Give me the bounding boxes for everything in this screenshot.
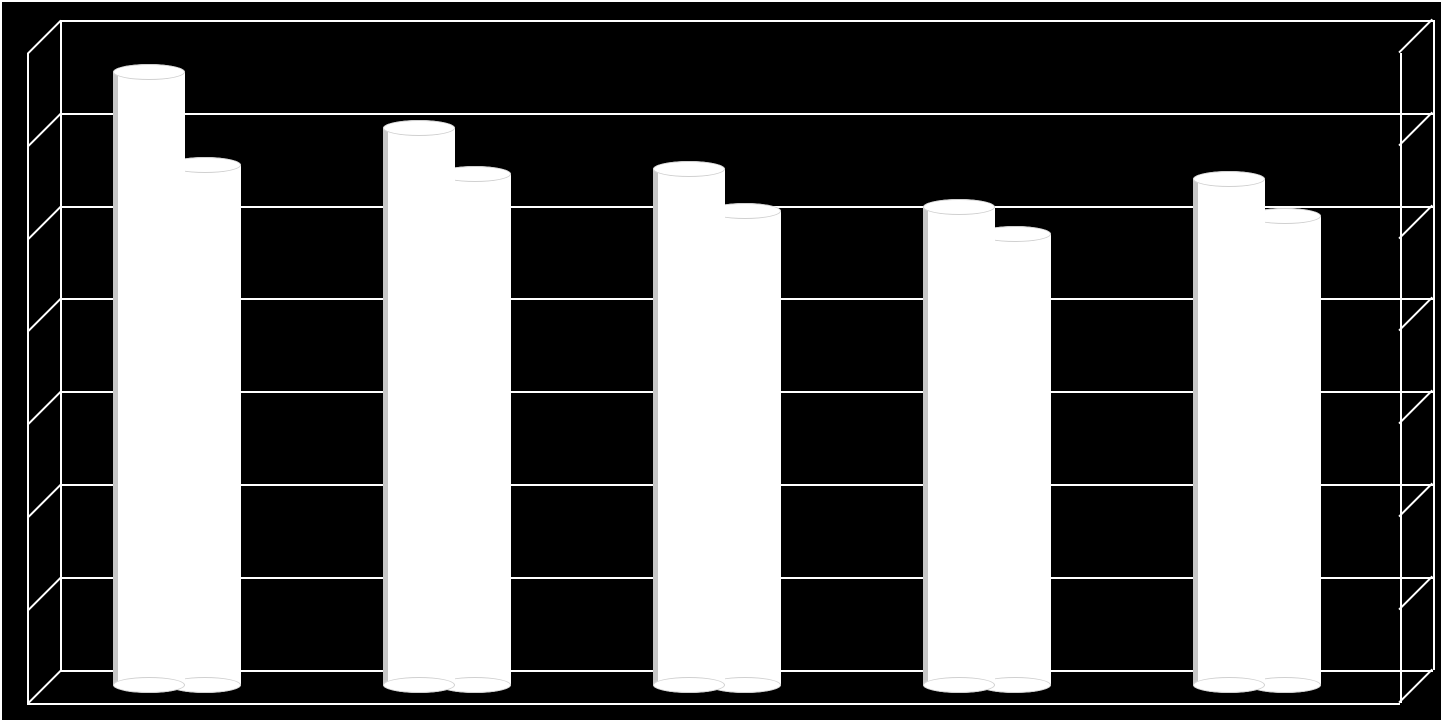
edge-front-right	[1400, 53, 1402, 703]
bar-group3-a	[653, 169, 725, 684]
bar-group2-a	[383, 128, 455, 685]
gridline-back	[60, 113, 1433, 115]
bar-group5-a	[1193, 179, 1265, 685]
baseline-front	[27, 703, 1400, 705]
edge-front-left	[27, 53, 29, 703]
edge-back-right	[1433, 20, 1435, 670]
gridline-back	[60, 20, 1433, 22]
bar-group1-a	[113, 72, 185, 685]
bar-group4-a	[923, 207, 995, 685]
edge-back-left	[60, 20, 62, 670]
cylinder-bar-chart	[0, 0, 1443, 722]
